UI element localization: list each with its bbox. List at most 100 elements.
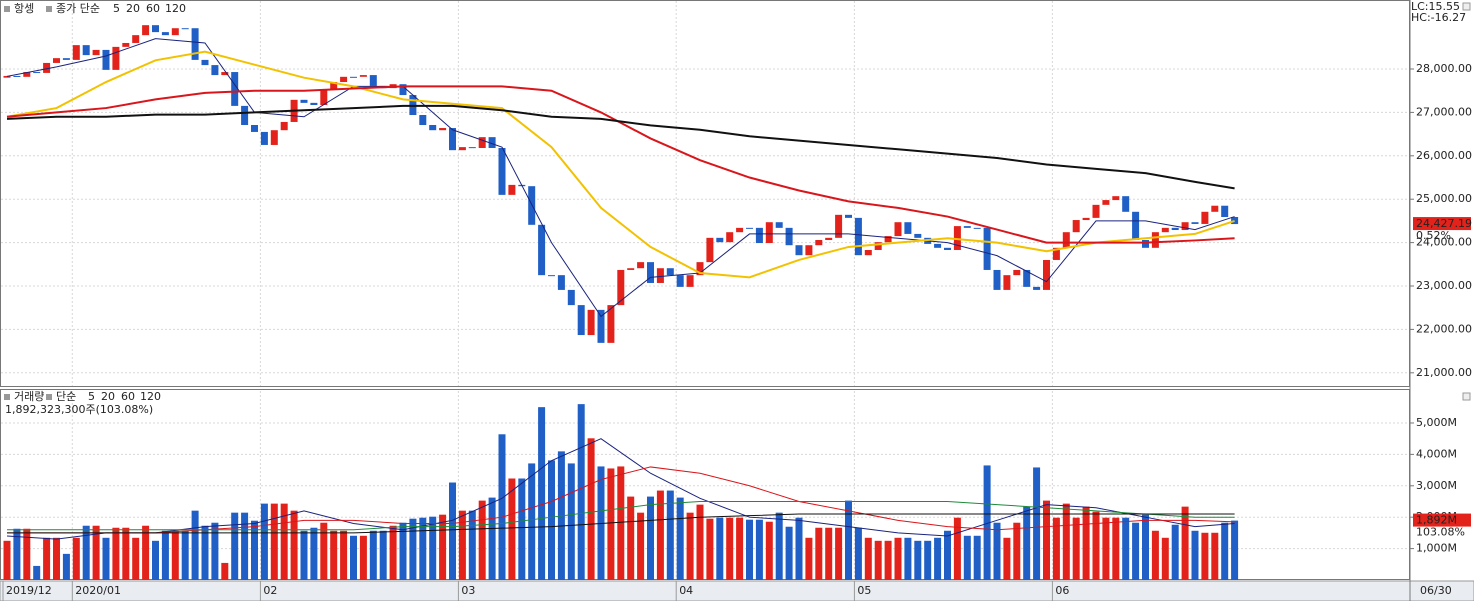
volume-bar [201, 525, 209, 580]
candle-body [478, 137, 486, 148]
volume-bar [944, 530, 951, 580]
candle-body [1181, 222, 1189, 231]
candle-body [82, 45, 90, 56]
panel-subtitle: 단순 [56, 390, 76, 403]
volume-bar [746, 519, 753, 580]
volume-bar [429, 516, 437, 580]
volume-bar [498, 434, 506, 580]
moving-average [7, 513, 1235, 534]
panel-title: 항셍 [14, 2, 34, 15]
candle-body [221, 72, 229, 76]
volume-bar [251, 520, 258, 580]
candle-body [201, 59, 209, 66]
candle-body [805, 245, 813, 256]
volume-bar [904, 537, 912, 580]
candle-body [666, 268, 674, 276]
candle-body [142, 25, 150, 36]
volume-bar [468, 510, 476, 580]
volume-bar [1003, 537, 1011, 580]
volume-bar [1013, 522, 1021, 580]
header-icon [4, 394, 10, 400]
candle-body [607, 305, 615, 343]
candle-body [1102, 200, 1110, 205]
candle-body [647, 262, 654, 283]
last-value-box [1413, 513, 1471, 527]
volume-bar [627, 496, 635, 580]
volume-bar [1052, 517, 1060, 580]
volume-bar [884, 540, 892, 580]
volume-bar [736, 517, 744, 580]
volume-bar [488, 497, 496, 580]
y-tick-label: 24,000.00 [1416, 236, 1472, 249]
volume-bar [260, 503, 268, 580]
volume-bar [1221, 522, 1229, 580]
candle-body [439, 128, 447, 131]
candle-body [488, 137, 496, 148]
volume-bar [607, 468, 615, 580]
volume-bar [953, 517, 961, 580]
candle-body [1023, 269, 1031, 287]
candle-body [914, 233, 922, 238]
scroll-button [1462, 392, 1471, 401]
volume-bar [439, 514, 447, 580]
candle-body [993, 269, 1001, 290]
volume-bar [973, 535, 981, 580]
candle-body [1171, 227, 1179, 231]
corner-label: HC:-16.27 [1411, 11, 1466, 24]
volume-bar [656, 490, 664, 580]
volume-bar [152, 540, 159, 580]
moving-average [7, 500, 1235, 531]
volume-bar [1033, 467, 1041, 580]
change-label: 103.08% [1416, 526, 1465, 539]
volume-bar [835, 527, 843, 580]
candle-body [1082, 217, 1090, 221]
volume-bar [993, 522, 1001, 580]
volume-bar [716, 517, 724, 580]
moving-average [6, 104, 1235, 190]
legend-entry: 120 [140, 390, 161, 403]
candle-body [587, 309, 595, 336]
volume-bar [310, 527, 318, 580]
candle-body [973, 227, 981, 229]
candle-body [270, 130, 278, 145]
last-value-label: 1,892M [1416, 514, 1457, 527]
volume-bar [726, 517, 734, 580]
candle-body [1122, 196, 1130, 212]
candle-body [904, 222, 912, 234]
volume-bar [142, 525, 150, 580]
candle-body [746, 227, 753, 229]
volume-bar [587, 438, 595, 580]
volume-bar [666, 490, 674, 580]
candle-body [112, 46, 120, 70]
candle-body [3, 75, 11, 78]
candle-body [825, 237, 833, 241]
volume-bar [1043, 500, 1050, 580]
volume-bar [300, 530, 308, 580]
date-label: 04 [679, 584, 693, 597]
volume-bar [53, 537, 60, 580]
volume-bar [538, 407, 546, 580]
header-icon [4, 6, 10, 12]
volume-bar [458, 510, 466, 580]
volume-bar [211, 522, 219, 580]
volume-bar [1181, 506, 1189, 580]
volume-bar [686, 512, 694, 580]
volume-bar [755, 519, 763, 580]
volume-bar [132, 537, 140, 580]
volume-bar [637, 512, 645, 580]
candle-body [330, 82, 338, 90]
candle-body [241, 105, 249, 125]
volume-bar [122, 527, 130, 580]
volume-bar [419, 517, 427, 580]
volume-bar [359, 535, 367, 580]
date-label: 06 [1055, 584, 1069, 597]
volume-bar [399, 522, 407, 580]
volume-bar [1142, 514, 1149, 580]
candle-body [449, 128, 456, 151]
volume-bar [102, 537, 110, 580]
candle-body [102, 49, 110, 70]
volume-bar [934, 537, 942, 580]
candle-body [567, 289, 575, 306]
